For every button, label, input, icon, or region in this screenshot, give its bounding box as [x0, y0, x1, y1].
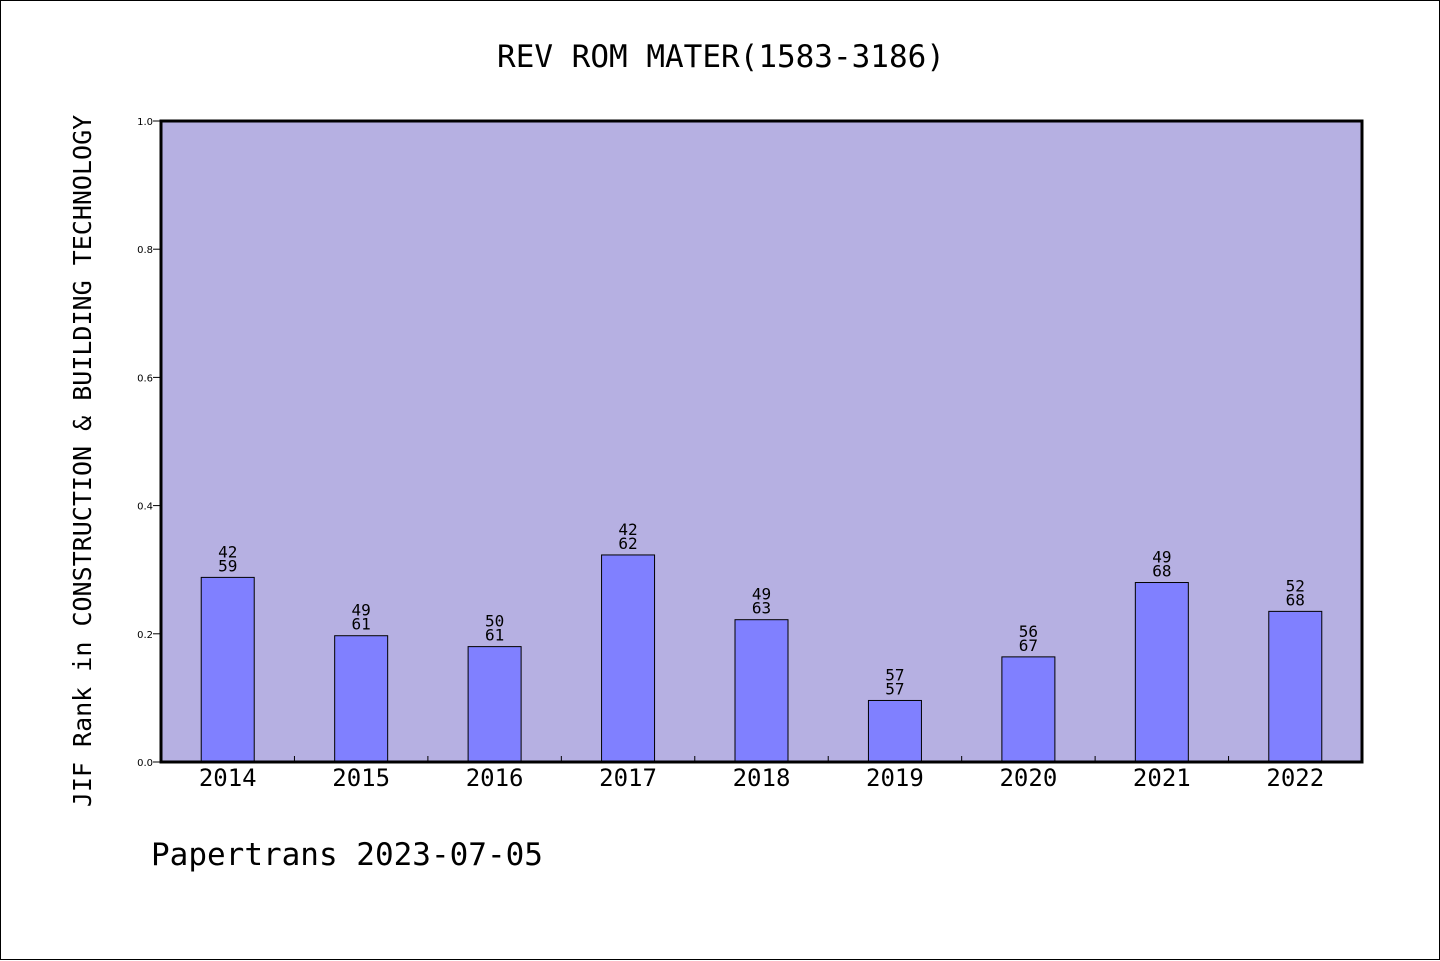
bar-rank-label: 42	[618, 520, 637, 539]
x-tick-label: 2016	[466, 764, 524, 792]
bar-rank-label: 57	[885, 665, 904, 684]
plot-frame	[159, 119, 1364, 764]
bar-2017	[601, 554, 656, 763]
y-tick-label: 0.8	[137, 245, 153, 256]
x-tick-label: 2018	[733, 764, 791, 792]
bar-rank-label: 56	[1019, 622, 1038, 641]
x-tick-label: 2021	[1133, 764, 1191, 792]
bar-rank-label: 49	[752, 585, 771, 604]
bar-rank-label: 42	[218, 542, 237, 561]
footer-credit: Papertrans 2023-07-05	[151, 837, 543, 873]
y-tick-label: 0.2	[137, 630, 153, 641]
bar-rank-label: 50	[485, 612, 504, 631]
x-tick-label: 2015	[332, 764, 390, 792]
bar-total-label: 68	[1286, 590, 1305, 609]
x-tick-label: 2020	[999, 764, 1057, 792]
bar-rank-label: 49	[1152, 548, 1171, 567]
x-tick-label: 2022	[1266, 764, 1324, 792]
bar-2015	[334, 635, 389, 763]
bar-total-label: 61	[352, 615, 371, 634]
x-tick-label: 2014	[199, 764, 257, 792]
bar-rank-label: 49	[352, 601, 371, 620]
bar-2014	[200, 576, 255, 763]
y-axis-label: JIF Rank in CONSTRUCTION & BUILDING TECH…	[68, 115, 97, 807]
bar-total-label: 62	[618, 534, 637, 553]
bar-2019	[867, 699, 922, 763]
y-tick-label: 0.6	[137, 373, 153, 384]
bars-group	[200, 554, 1323, 763]
bar-total-label: 63	[752, 599, 771, 618]
bar-total-label: 57	[885, 679, 904, 698]
bar-2016	[467, 646, 522, 763]
bar-total-label: 61	[485, 626, 504, 645]
bar-2022	[1268, 610, 1323, 763]
y-tick-label: 0.4	[137, 502, 153, 513]
chart-title: REV ROM MATER(1583-3186)	[497, 39, 945, 75]
bar-2021	[1134, 582, 1189, 763]
bar-total-label: 67	[1019, 636, 1038, 655]
axes-group: 2014 2015 2016 2017 2018 2019 2020 2021 2022 0.0 0…	[137, 117, 1324, 792]
x-tick-label: 2017	[599, 764, 657, 792]
y-tick-label: 0.0	[137, 758, 153, 769]
bar-total-label: 59	[218, 556, 237, 575]
y-tick-label: 1.0	[137, 117, 153, 128]
bar-2018	[734, 619, 789, 763]
x-tick-label: 2019	[866, 764, 924, 792]
bar-total-label: 68	[1152, 562, 1171, 581]
bar-2020	[1001, 656, 1056, 763]
bar-rank-label: 52	[1286, 576, 1305, 595]
